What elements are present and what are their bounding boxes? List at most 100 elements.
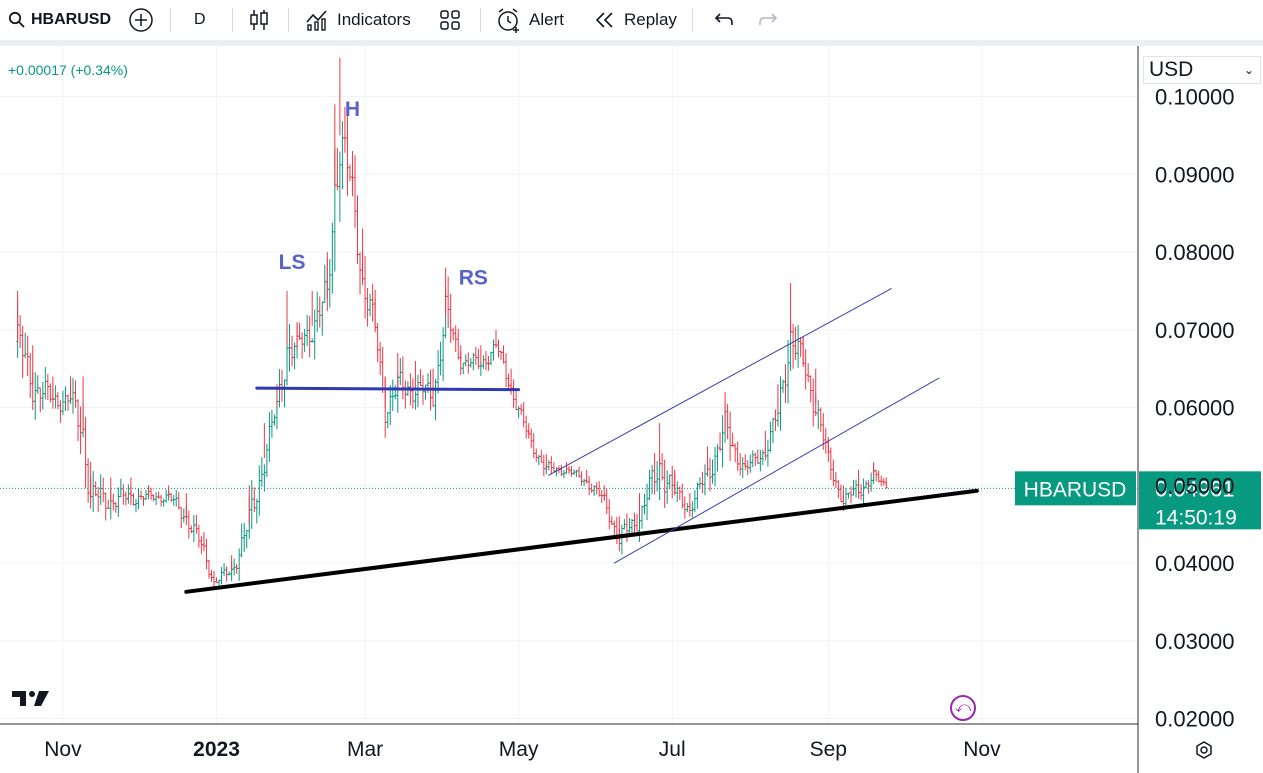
ohlc-bar bbox=[272, 414, 276, 426]
redo-button[interactable] bbox=[758, 0, 780, 40]
ohlc-bar bbox=[668, 474, 672, 490]
layouts-button[interactable] bbox=[439, 0, 461, 40]
ohlc-bar bbox=[252, 487, 256, 513]
ohlc-bar bbox=[215, 577, 219, 583]
ohlc-bar bbox=[637, 513, 641, 542]
ohlc-bar bbox=[721, 415, 725, 468]
channel-upper-line[interactable] bbox=[548, 288, 892, 476]
ohlc-bar bbox=[484, 350, 488, 371]
time-tick-label: Nov bbox=[44, 738, 82, 761]
ohlc-bar bbox=[683, 496, 687, 519]
ohlc-bar bbox=[363, 255, 367, 319]
price-tick-label: 0.02000 bbox=[1155, 707, 1235, 732]
ohlc-bar bbox=[318, 296, 322, 328]
undo-button[interactable] bbox=[712, 0, 734, 40]
settings-icon[interactable] bbox=[1194, 740, 1214, 765]
indicators-label: Indicators bbox=[337, 10, 411, 29]
ohlc-bar bbox=[283, 379, 286, 408]
ohlc-bar bbox=[131, 493, 135, 506]
pattern-label: H bbox=[345, 98, 360, 121]
price-tick-label: 0.07000 bbox=[1155, 318, 1235, 343]
ohlc-bar bbox=[708, 458, 712, 492]
ohlc-bar bbox=[839, 484, 843, 502]
ohlc-bar bbox=[164, 489, 168, 503]
ohlc-bar bbox=[99, 474, 103, 505]
ohlc-bar bbox=[66, 394, 70, 411]
ohlc-bar bbox=[376, 322, 380, 363]
ohlc-bar bbox=[819, 407, 823, 432]
ohlc-bar bbox=[645, 483, 649, 521]
time-axis[interactable]: Nov 2023 Mar May Jul Sep Nov bbox=[0, 723, 1138, 761]
ohlc-bar bbox=[255, 498, 259, 524]
lightning-icon[interactable]: ⤺ bbox=[950, 695, 976, 721]
ohlc-bar bbox=[751, 450, 755, 468]
ohlc-bar bbox=[139, 490, 143, 500]
ohlc-bar bbox=[162, 498, 166, 507]
ohlc-bar bbox=[262, 464, 266, 492]
alert-label: Alert bbox=[529, 10, 564, 29]
ohlc-bar bbox=[542, 454, 546, 477]
alert-button[interactable]: Alert bbox=[496, 0, 564, 40]
ohlc-bar bbox=[36, 375, 40, 394]
time-tick-label: 2023 bbox=[193, 738, 240, 761]
ohlc-bar bbox=[300, 332, 304, 359]
ohlc-bar bbox=[489, 351, 493, 366]
ohlc-bar bbox=[298, 322, 302, 341]
ohlc-bar bbox=[529, 428, 533, 449]
price-axis[interactable]: 0.10000 0.09000 0.08000 0.07000 0.06000 0.050… bbox=[1137, 46, 1235, 773]
ohlc-bar bbox=[194, 515, 198, 534]
add-circle-icon bbox=[129, 8, 153, 32]
grid-layout-icon bbox=[440, 10, 460, 30]
ohlc-bar bbox=[877, 470, 881, 483]
ohlc-bar bbox=[434, 378, 438, 421]
ohlc-bar bbox=[197, 525, 201, 548]
ohlc-bar bbox=[663, 459, 667, 508]
ohlc-bar bbox=[766, 439, 770, 467]
ohlc-bar bbox=[411, 378, 415, 409]
rewind-icon bbox=[595, 12, 613, 28]
ohlc-bar bbox=[172, 495, 176, 506]
ohlc-bar bbox=[265, 443, 269, 478]
interval-label: D bbox=[194, 11, 206, 28]
symbol-name: HBARUSD bbox=[31, 11, 111, 28]
ohlc-bar bbox=[416, 374, 420, 408]
interval-button[interactable]: D bbox=[194, 0, 206, 40]
ohlc-bar bbox=[831, 459, 835, 486]
ohlc-bar bbox=[534, 448, 538, 462]
ohlc-bar bbox=[738, 453, 742, 476]
indicators-button[interactable]: Indicators bbox=[305, 0, 411, 40]
neckline-line[interactable] bbox=[255, 386, 521, 392]
ohlc-bar bbox=[454, 325, 458, 352]
ohlc-bar bbox=[71, 378, 75, 414]
ohlc-bar bbox=[106, 499, 110, 509]
ohlc-bar bbox=[778, 376, 782, 431]
ohlc-bar bbox=[733, 443, 737, 463]
support-line[interactable] bbox=[184, 488, 979, 594]
ohlc-bar bbox=[507, 373, 511, 390]
price-chart[interactable]: H LS RS HBARUSD 0.04961 14:50:19 0.10000 0.090… bbox=[0, 46, 1263, 773]
toolbar-divider bbox=[288, 8, 289, 32]
time-tick-label: Jul bbox=[659, 738, 686, 761]
ohlc-bar bbox=[799, 337, 803, 358]
ohlc-bar bbox=[260, 457, 264, 487]
ohlc-bar bbox=[449, 293, 453, 343]
chart-type-button[interactable] bbox=[248, 0, 270, 40]
ohlc-bar bbox=[154, 491, 158, 506]
symbol-search[interactable]: HBARUSD bbox=[8, 0, 111, 40]
ohlc-bar bbox=[703, 464, 707, 496]
price-tick-label: 0.09000 bbox=[1155, 162, 1235, 187]
ohlc-bar bbox=[711, 459, 715, 484]
ohlc-bar bbox=[101, 477, 105, 503]
ohlc-bar bbox=[809, 375, 813, 403]
channel-lower-line[interactable] bbox=[613, 377, 940, 564]
replay-button[interactable]: Replay bbox=[594, 0, 677, 40]
currency-select[interactable]: USD ⌄ bbox=[1143, 56, 1261, 84]
time-tick-label: Mar bbox=[347, 738, 383, 761]
compare-symbol-button[interactable] bbox=[128, 0, 154, 40]
ohlc-bar bbox=[157, 491, 161, 499]
ohlc-bar bbox=[829, 447, 833, 481]
ohlc-bar bbox=[366, 287, 370, 327]
ohlc-bar bbox=[461, 362, 465, 375]
grid bbox=[0, 46, 1138, 724]
indicators-icon bbox=[306, 10, 327, 31]
